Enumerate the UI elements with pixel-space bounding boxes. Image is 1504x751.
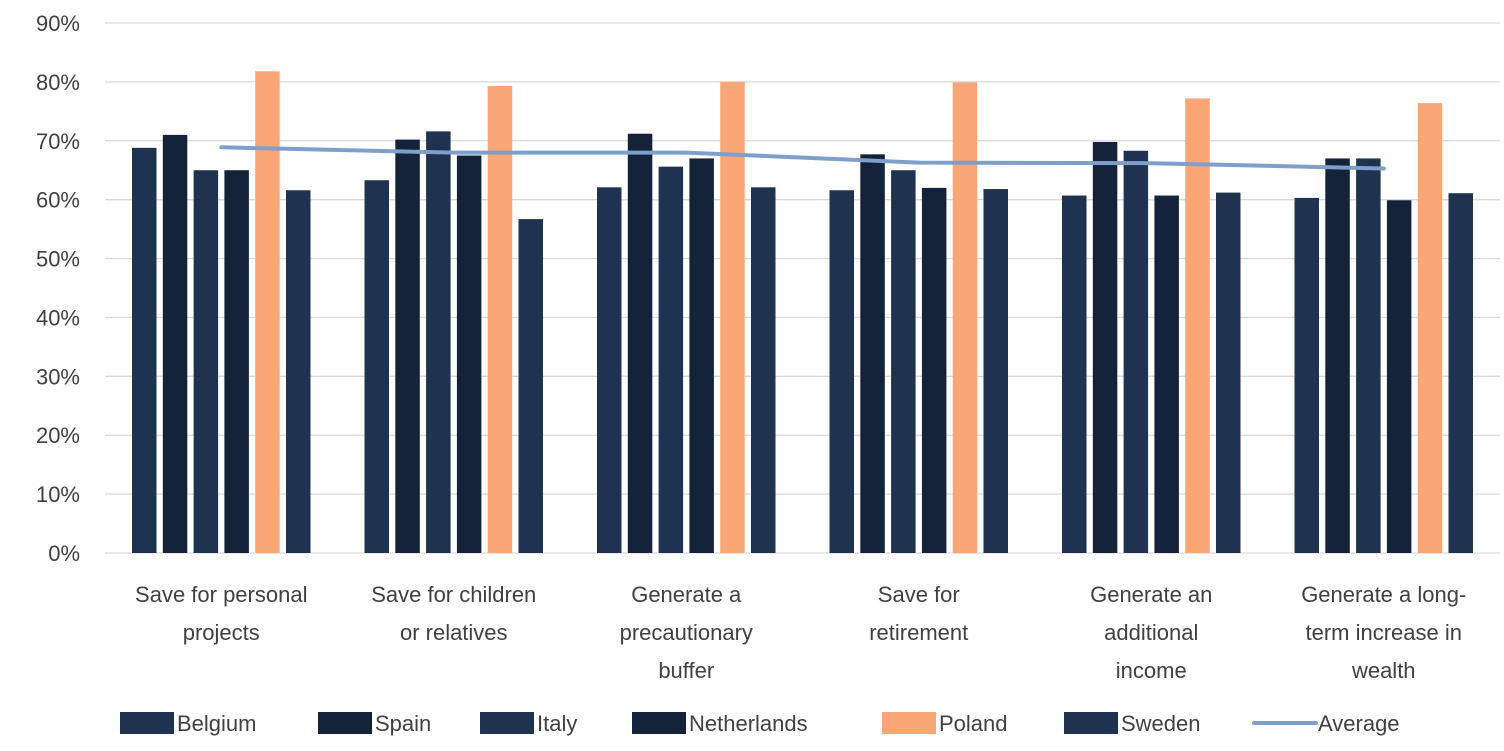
bar-spain xyxy=(1325,158,1350,553)
series-line-average xyxy=(219,145,1386,171)
y-tick-label: 0% xyxy=(48,541,80,566)
legend-label-average: Average xyxy=(1318,711,1400,736)
bar-sweden xyxy=(1216,192,1241,553)
bar-poland xyxy=(720,81,745,553)
bar-poland xyxy=(1417,103,1443,553)
bar-spain xyxy=(627,133,653,553)
y-axis-tick-labels: 0% 10% 20% 30% 40% 50% 60% 70% 80% 90% xyxy=(36,11,80,566)
bar-netherlands xyxy=(1386,200,1412,553)
bar-italy xyxy=(658,166,684,553)
x-tick-label: Generate a long-term increase in wealth xyxy=(1301,582,1466,683)
bar-belgium xyxy=(132,147,157,553)
bar-netherlands xyxy=(224,170,249,553)
legend-label-netherlands: Netherlands xyxy=(689,711,808,736)
gridlines xyxy=(105,22,1500,554)
bar-italy xyxy=(1123,150,1149,554)
x-tick-label: Save for children or relatives xyxy=(371,582,536,645)
bar-italy xyxy=(891,170,916,553)
y-tick-label: 30% xyxy=(36,364,80,389)
bar-belgium xyxy=(597,187,622,554)
legend-label-belgium: Belgium xyxy=(177,711,256,736)
bar-poland xyxy=(255,71,280,554)
x-tick-label: Generate an additional income xyxy=(1090,582,1212,683)
bars xyxy=(132,71,1473,554)
y-tick-label: 40% xyxy=(36,305,80,330)
x-tick-label: Save for personal projects xyxy=(135,582,307,645)
legend-label-spain: Spain xyxy=(375,711,431,736)
bar-spain xyxy=(162,134,188,553)
y-tick-label: 80% xyxy=(36,70,80,95)
bar-netherlands xyxy=(689,158,714,553)
legend-label-poland: Poland xyxy=(939,711,1008,736)
legend-swatch-belgium xyxy=(120,712,174,734)
bar-poland xyxy=(952,82,978,553)
bar-italy xyxy=(426,131,451,553)
x-tick-label: Save for retirement xyxy=(869,582,968,645)
average-line-layer xyxy=(219,145,1386,171)
bar-netherlands xyxy=(1154,195,1179,554)
bar-italy xyxy=(1356,158,1381,553)
bar-spain xyxy=(395,139,420,553)
bar-belgium xyxy=(1062,195,1087,554)
legend-swatch-sweden xyxy=(1064,712,1118,734)
x-tick-label: Generate a precautionary buffer xyxy=(620,582,753,683)
bar-poland xyxy=(487,86,513,553)
bar-netherlands xyxy=(921,187,947,553)
legend-swatch-italy xyxy=(480,712,534,734)
y-tick-label: 20% xyxy=(36,423,80,448)
bar-sweden xyxy=(1448,193,1473,553)
y-tick-label: 70% xyxy=(36,129,80,154)
bar-belgium xyxy=(829,190,854,553)
bar-sweden xyxy=(983,189,1008,554)
bar-poland xyxy=(1185,98,1210,553)
bar-spain xyxy=(860,154,885,554)
bar-sweden xyxy=(751,187,776,554)
legend-label-italy: Italy xyxy=(537,711,577,736)
legend-swatch-poland xyxy=(882,712,936,734)
legend: Belgium Spain Italy Netherlands Poland Sweden… xyxy=(120,711,1400,736)
bar-belgium xyxy=(364,180,389,553)
bar-italy xyxy=(193,170,219,553)
legend-swatch-netherlands xyxy=(632,712,686,734)
y-tick-label: 10% xyxy=(36,482,80,507)
bar-belgium xyxy=(1294,197,1319,553)
bar-netherlands xyxy=(456,155,482,553)
bar-sweden xyxy=(286,190,311,553)
legend-swatch-spain xyxy=(318,712,372,734)
y-tick-label: 60% xyxy=(36,188,80,213)
y-tick-label: 50% xyxy=(36,247,80,272)
bar-sweden xyxy=(518,219,543,553)
x-axis-labels: Save for personal projects Save for childr… xyxy=(135,582,1466,683)
bar-spain xyxy=(1092,141,1118,553)
y-tick-label: 90% xyxy=(36,11,80,36)
legend-label-sweden: Sweden xyxy=(1121,711,1201,736)
